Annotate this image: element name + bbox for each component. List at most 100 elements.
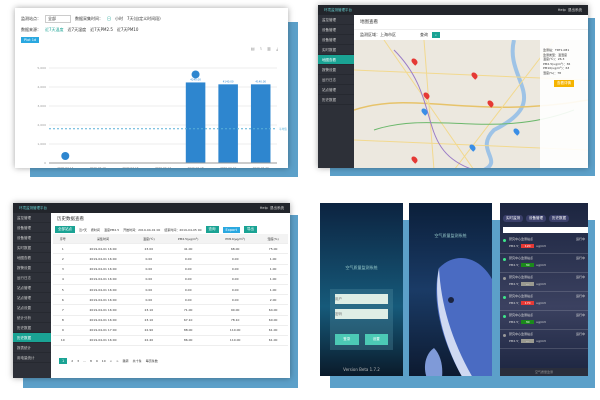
sidebar-item[interactable]: 设备管理 [318, 35, 354, 45]
page-link[interactable]: > [116, 359, 119, 364]
page-link[interactable]: 1 [59, 358, 68, 365]
page-link[interactable]: 2 [71, 359, 74, 364]
sidebar-item[interactable]: 地图查看 [318, 55, 354, 65]
bar[interactable] [185, 82, 206, 163]
view-details-button[interactable]: 查看详情 [554, 80, 574, 87]
sidebar-item[interactable]: 地图查看 [13, 253, 51, 263]
bar[interactable] [250, 84, 271, 163]
table-cell: 23.10 [133, 304, 165, 316]
page-link[interactable]: 8 [89, 359, 92, 364]
station-list-screen: 实时监测 设备管理 历史数据 研究中心监测站点 运行中 PM2.5： 120 ug/m3 研究… [500, 203, 588, 376]
page-link[interactable]: 9 [95, 359, 98, 364]
column-header[interactable]: 采集时间 [72, 234, 134, 245]
time-radio-hour[interactable]: 小时 [115, 16, 123, 21]
toolbar-item[interactable]: 全部站点 [55, 226, 75, 233]
table-row: 2 2019-04-01 16:00 0.00 0.00 0.00 1.00 [53, 253, 288, 265]
page-link[interactable]: 每页条数 [145, 359, 158, 364]
status-dot-icon [503, 315, 506, 318]
search-button[interactable]: ⌕ [432, 32, 440, 38]
sidebar-item[interactable]: 运行日志 [318, 75, 354, 85]
source-option[interactable]: 近7天温度 [45, 27, 64, 32]
sidebar-item[interactable]: 站点设置 [13, 303, 51, 313]
station-item[interactable]: 研究中心监测站点 运行中 PM2.5： --- ug/m3 [500, 273, 588, 292]
toolbar-item[interactable]: 查询 [205, 226, 219, 233]
sidebar-item[interactable]: 统计分析 [13, 313, 51, 323]
toolbar-item[interactable]: 开始时间：2019-04-01 00 [123, 227, 161, 232]
pm-unit: ug/m3 [536, 301, 546, 305]
sidebar-item[interactable]: 历史数据 [13, 323, 51, 333]
sidebar-item[interactable]: 历史数据 [318, 95, 354, 105]
page-link[interactable]: 3 [77, 359, 80, 364]
station-item[interactable]: 研究中心监测站点 运行中 PM2.5： 30 ug/m3 [500, 254, 588, 273]
sidebar-item[interactable]: 站点管理 [13, 293, 51, 303]
info-line: PM2.5(ug/m³)：36 [543, 61, 571, 66]
station-item[interactable]: 研究中心监测站点 运行中 PM2.5： 170 ug/m3 [500, 292, 588, 311]
tab[interactable]: 实时监测 [503, 215, 523, 222]
query-button[interactable]: Plot 1d [21, 37, 40, 43]
sidebar-item[interactable]: 站点管理 [318, 85, 354, 95]
username-input[interactable] [335, 294, 388, 304]
page-link[interactable]: 跳转 [122, 359, 129, 364]
sidebar-item[interactable]: 报警设置 [318, 65, 354, 75]
login-button[interactable]: 登录 [335, 334, 359, 345]
chart-toolbar[interactable]: ▤ ⌇ ▥ ⤓ [250, 46, 280, 51]
sidebar-item[interactable]: 运行日志 [13, 273, 51, 283]
sidebar-item[interactable]: 实时数据 [318, 45, 354, 55]
search-input[interactable] [503, 227, 588, 233]
app-name: 空气质量监测系统 [434, 233, 467, 238]
pm-label: PM2.5： [509, 339, 522, 343]
column-header[interactable]: PM10(μg/m³) [212, 234, 259, 245]
sidebar-item[interactable]: 监控管理 [318, 15, 354, 25]
help-link[interactable]: Help [557, 7, 566, 12]
column-header[interactable]: 序号 [53, 234, 73, 245]
tab[interactable]: 历史数据 [549, 215, 569, 222]
toolbar-item[interactable]: 近7天 [79, 227, 87, 232]
station-item[interactable]: 研究中心监测站点 运行中 PM2.5： --- ug/m3 [500, 330, 588, 349]
sidebar-item[interactable]: 报警设置 [13, 263, 51, 273]
footer: 空气质量监测 [500, 368, 588, 376]
page-link[interactable]: < [109, 359, 113, 364]
page-link[interactable]: 10 [101, 359, 106, 364]
column-header[interactable]: 温度(℃) [133, 234, 165, 245]
sidebar-item[interactable]: 监控管理 [13, 213, 51, 223]
site-select[interactable]: 全部 [45, 15, 71, 23]
source-option[interactable]: 近7天湿度 [67, 27, 87, 32]
logout-link[interactable]: 退出系统 [568, 7, 582, 12]
table-cell: 4 [53, 274, 73, 285]
settings-button[interactable]: 设置 [364, 334, 388, 345]
page-link[interactable]: ... [83, 359, 86, 364]
time-radio-custom[interactable]: 7天(自定义时间段) [127, 16, 161, 21]
sidebar-item[interactable]: 设备管理 [318, 25, 354, 35]
map[interactable]: 监测站：TRT1-081 监测类型：温湿度 温度(℃)：26.3 PM2.5(ug/m… [354, 40, 588, 168]
toolbar-item[interactable]: 温度PM2.5 [103, 227, 120, 232]
toolbar-item[interactable]: 结束时间：2019-04-05 00 [164, 227, 202, 232]
region-filter[interactable]: 监测区域：上海市区 [360, 32, 396, 37]
station-status: 运行中 [575, 294, 585, 298]
password-input[interactable] [335, 309, 388, 319]
bar[interactable] [218, 84, 238, 163]
pm-value-badge: 30 [521, 263, 535, 267]
toolbar-item[interactable]: Export [222, 226, 241, 233]
help-link[interactable]: Help [259, 205, 268, 210]
station-item[interactable]: 研究中心监测站点 运行中 PM2.5： 30 ug/m3 [500, 311, 588, 330]
sidebar-item[interactable]: 设备管理 [13, 223, 51, 233]
page-link[interactable]: 共十条 [132, 359, 142, 364]
column-header[interactable]: 湿度(%) [258, 234, 288, 245]
history-table: 序号 采集时间 温度(℃) PM2.5(μg/m³) PM10(μg/m³) 湿度(%) 1… [53, 234, 288, 347]
toolbar-item[interactable]: 导出 [244, 226, 258, 233]
sidebar-item[interactable]: 站点管理 [13, 283, 51, 293]
sidebar-item[interactable]: 设备管理 [13, 233, 51, 243]
sidebar-item[interactable]: 用电量统计 [13, 353, 51, 363]
time-radio-day[interactable]: 日 [107, 16, 111, 21]
source-option[interactable]: 近7天PM2.5 [90, 27, 113, 32]
source-option[interactable]: 近7天PM10 [116, 27, 139, 32]
logout-link[interactable]: 退出系统 [270, 205, 284, 210]
sidebar-item[interactable]: 报表统计 [13, 343, 51, 353]
station-item[interactable]: 研究中心监测站点 运行中 PM2.5： 120 ug/m3 [500, 235, 588, 254]
sidebar-item[interactable]: 历史数据 [13, 333, 51, 343]
sidebar-item[interactable]: 实时数据 [13, 243, 51, 253]
column-header[interactable]: PM2.5(μg/m³) [164, 234, 213, 245]
chart-panel: 监测站点： 全部 数据采集时间： 日 小时 7天(自定义时间段) 数据来源： 近… [15, 8, 288, 168]
toolbar-item[interactable]: 按时间 [90, 227, 100, 232]
tab[interactable]: 设备管理 [526, 215, 546, 222]
